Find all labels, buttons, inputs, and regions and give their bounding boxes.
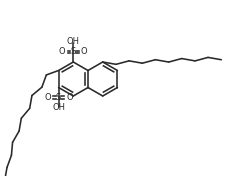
Text: S: S (56, 93, 61, 102)
Text: O: O (44, 93, 51, 102)
Text: OH: OH (52, 103, 65, 112)
Text: O: O (59, 48, 66, 56)
Text: OH: OH (67, 37, 80, 46)
Text: O: O (81, 48, 88, 56)
Text: O: O (66, 93, 73, 102)
Text: S: S (71, 48, 76, 56)
